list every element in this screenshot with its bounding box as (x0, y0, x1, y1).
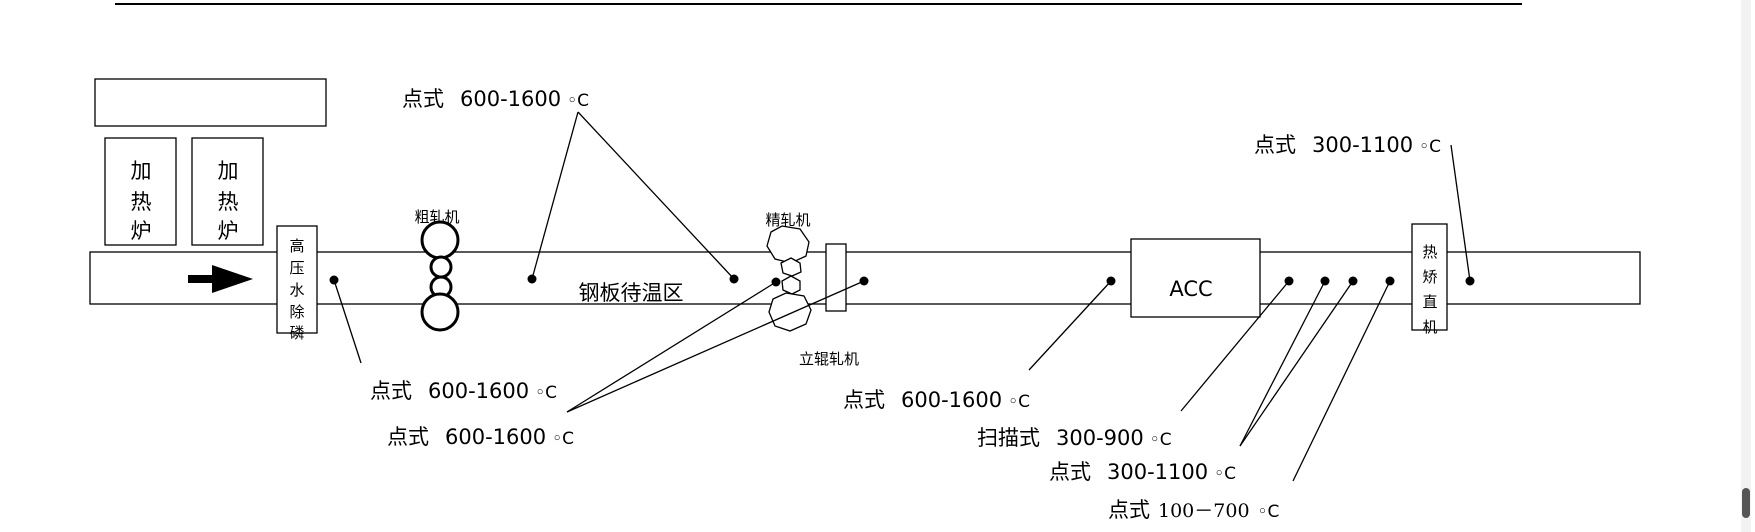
furnace-2 (191, 137, 264, 246)
descaler-char-5: 磷 (289, 324, 304, 342)
acc-box (1130, 238, 1261, 318)
descaler-char-2: 压 (289, 259, 304, 277)
descaler (276, 225, 318, 334)
callout-label: 点式 600-1600 ◦C (843, 388, 1030, 412)
descaler-char-1: 高 (289, 237, 304, 255)
rough-mill-rolls (420, 220, 460, 332)
leveler-char-1: 热 (1422, 243, 1437, 261)
callout-label: 点式 600-1600 ◦C (387, 425, 574, 449)
furnace-1-char-1: 加 (131, 159, 152, 183)
callout-label: 点式 300-1100 ◦C (1254, 133, 1441, 157)
callout-label: 点式 100－700 ◦C (1108, 498, 1279, 522)
finish-mill-label: 精轧机 (765, 211, 810, 229)
leader-lines (333, 111, 1471, 482)
callout-label: 点式 600-1600 ◦C (370, 379, 557, 403)
flow-arrow-icon (188, 265, 253, 293)
leveler-char-3: 直 (1422, 293, 1437, 311)
furnace-2-char-1: 加 (218, 159, 239, 183)
callout-label: 点式 300-1100 ◦C (1049, 460, 1236, 484)
callout-label: 扫描式 300-900 ◦C (977, 426, 1172, 450)
acc-label: ACC (1169, 277, 1212, 301)
furnace-1-char-2: 热 (131, 190, 152, 214)
leveler-char-2: 矫 (1422, 268, 1437, 286)
furnace-1-char-3: 炉 (131, 219, 152, 243)
callout-label: 点式 600-1600 ◦C (402, 87, 589, 111)
finish-mill-rolls (766, 225, 812, 332)
blank-box (94, 78, 327, 127)
furnace-2-char-3: 炉 (218, 219, 239, 243)
scrollbar-thumb[interactable] (1742, 488, 1750, 518)
vertical-scrollbar[interactable] (1741, 0, 1751, 532)
descaler-char-4: 除 (289, 303, 304, 321)
edger (825, 243, 847, 312)
furnace-2-char-2: 热 (218, 190, 239, 214)
rough-mill-label: 粗轧机 (414, 208, 459, 226)
waiting-zone-label: 钢板待温区 (579, 281, 684, 305)
leveler-char-4: 机 (1422, 318, 1437, 336)
descaler-char-3: 水 (289, 281, 304, 299)
hot-leveler (1411, 223, 1448, 331)
furnace-1 (104, 137, 177, 246)
edger-label: 立辊轧机 (799, 350, 859, 368)
